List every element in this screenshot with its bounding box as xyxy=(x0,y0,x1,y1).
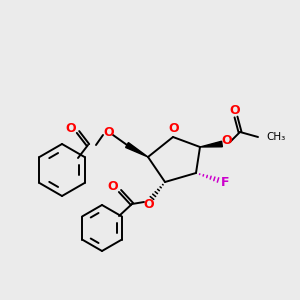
Text: O: O xyxy=(169,122,179,136)
Text: O: O xyxy=(66,122,76,134)
Text: O: O xyxy=(222,134,232,148)
Text: O: O xyxy=(104,127,114,140)
Text: CH₃: CH₃ xyxy=(266,132,285,142)
Text: O: O xyxy=(108,181,118,194)
Polygon shape xyxy=(200,141,222,147)
Polygon shape xyxy=(126,142,148,157)
Text: F: F xyxy=(221,176,229,190)
Text: O: O xyxy=(144,197,154,211)
Text: O: O xyxy=(230,103,240,116)
